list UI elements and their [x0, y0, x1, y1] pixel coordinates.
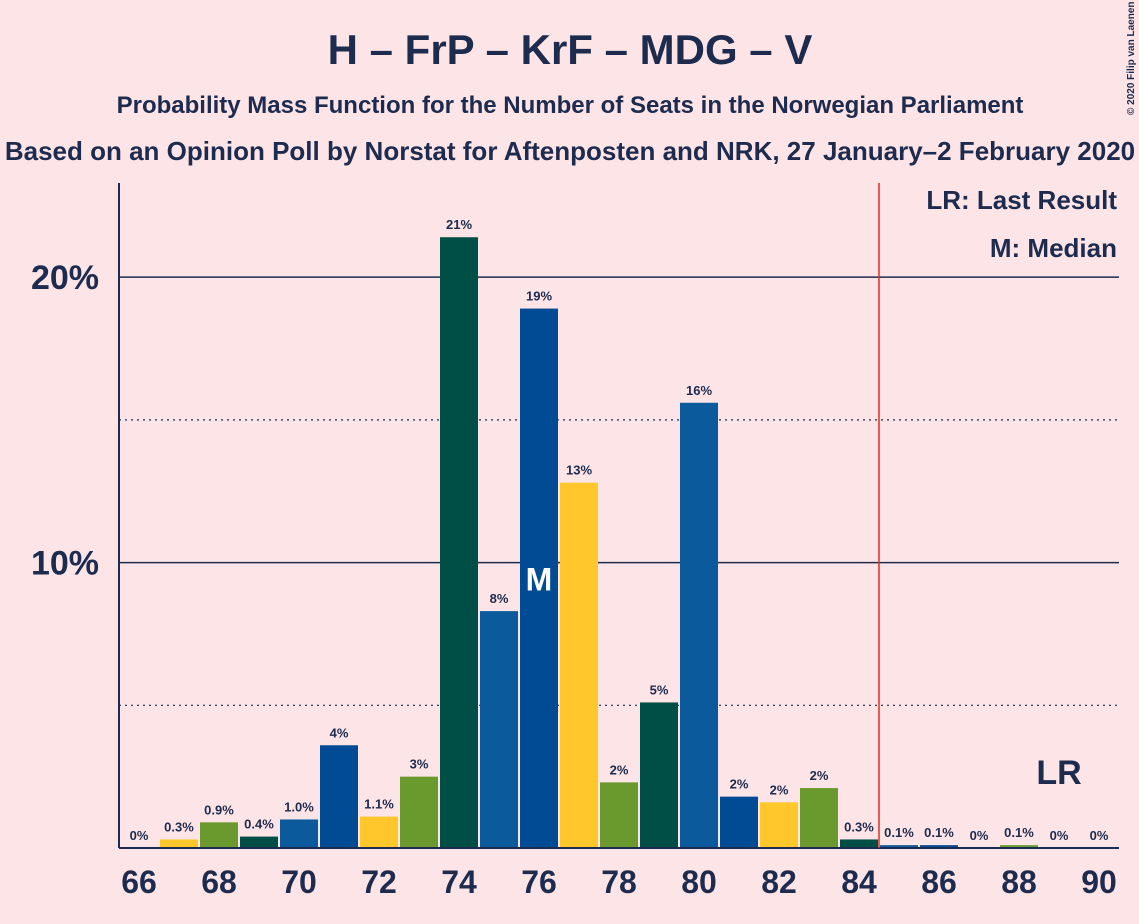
- value-label: 8%: [490, 591, 509, 606]
- value-label: 3%: [410, 757, 429, 772]
- value-label: 0.1%: [884, 825, 914, 840]
- chart-subtitle: Probability Mass Function for the Number…: [117, 92, 1024, 119]
- bar: [920, 845, 958, 848]
- bar: [600, 782, 638, 848]
- value-label: 5%: [650, 682, 669, 697]
- value-label: 0%: [1050, 828, 1069, 843]
- value-label: 4%: [330, 725, 349, 740]
- value-label: 0.1%: [924, 825, 954, 840]
- last-result-marker: LR: [1036, 754, 1081, 792]
- value-label: 0.3%: [844, 819, 874, 834]
- value-label: 16%: [686, 383, 712, 398]
- y-tick-label: 20%: [31, 259, 99, 297]
- value-label: 13%: [566, 463, 592, 478]
- bar: [720, 796, 758, 848]
- value-label: 0.9%: [204, 802, 234, 817]
- x-tick-label: 78: [601, 864, 637, 900]
- bar: [760, 802, 798, 848]
- bar: [200, 822, 238, 848]
- bar: [240, 836, 278, 848]
- x-tick-label: 82: [761, 864, 797, 900]
- copyright: © 2020 Filip van Laenen: [1126, 1, 1137, 115]
- value-label: 2%: [810, 768, 829, 783]
- bar: [280, 819, 318, 848]
- bar: [800, 788, 838, 848]
- bar: [480, 611, 518, 848]
- value-label: 2%: [730, 777, 749, 792]
- median-marker: M: [526, 561, 553, 597]
- y-tick-label: 10%: [31, 545, 99, 583]
- bar: [840, 839, 878, 848]
- value-label: 19%: [526, 289, 552, 304]
- legend-item: LR: Last Result: [926, 185, 1117, 215]
- value-label: 0.3%: [164, 819, 194, 834]
- value-label: 0.1%: [1004, 825, 1034, 840]
- bar: [1000, 845, 1038, 848]
- x-tick-label: 90: [1081, 864, 1117, 900]
- bar: [520, 308, 558, 848]
- x-tick-label: 76: [521, 864, 557, 900]
- x-tick-label: 86: [921, 864, 957, 900]
- x-tick-label: 70: [281, 864, 317, 900]
- bar: [640, 702, 678, 848]
- x-tick-label: 66: [121, 864, 157, 900]
- x-tick-label: 74: [441, 864, 477, 900]
- chart-subtitle: Based on an Opinion Poll by Norstat for …: [5, 136, 1135, 166]
- x-tick-label: 84: [841, 864, 877, 900]
- value-label: 0%: [970, 828, 989, 843]
- value-label: 2%: [610, 762, 629, 777]
- value-label: 0%: [1090, 828, 1109, 843]
- x-tick-label: 80: [681, 864, 717, 900]
- value-label: 1.1%: [364, 797, 394, 812]
- x-tick-label: 68: [201, 864, 237, 900]
- bar: [400, 776, 438, 848]
- chart-title: H – FrP – KrF – MDG – V: [328, 26, 813, 73]
- bar: [880, 845, 918, 848]
- value-label: 0%: [130, 828, 149, 843]
- value-label: 0.4%: [244, 817, 274, 832]
- bar: [360, 816, 398, 848]
- value-label: 1.0%: [284, 799, 314, 814]
- bar: [320, 745, 358, 848]
- x-tick-label: 72: [361, 864, 397, 900]
- bar: [440, 237, 478, 848]
- value-label: 2%: [770, 782, 789, 797]
- bar: [560, 482, 598, 848]
- value-label: 21%: [446, 217, 472, 232]
- x-tick-label: 88: [1001, 864, 1037, 900]
- legend-item: M: Median: [990, 233, 1117, 263]
- bar: [680, 402, 718, 848]
- bar: [160, 839, 198, 848]
